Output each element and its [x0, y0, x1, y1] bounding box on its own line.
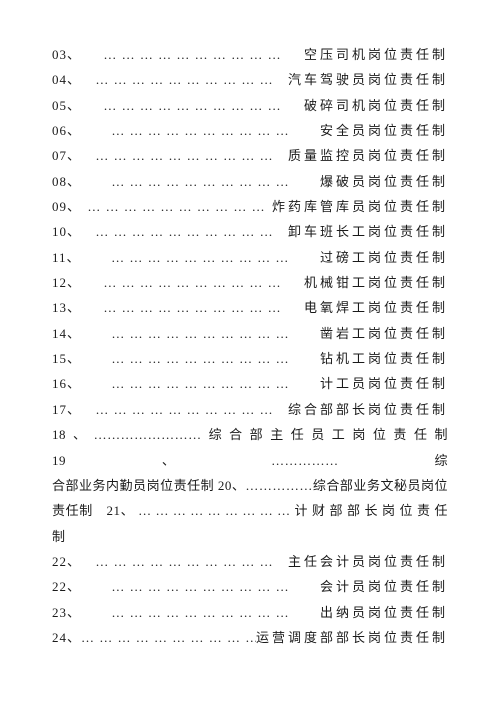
toc-line: 03、… … … … … … … … … …空压司机岗位责任制 — [52, 42, 448, 67]
toc-line: 16、… … … … … … … … … …计工员岗位责任制 — [52, 371, 448, 396]
toc-number: 16、 — [52, 371, 81, 396]
toc-title: 运营调度部部长岗位责任制 — [256, 625, 448, 650]
toc-line: 08、… … … … … … … … … …爆破员岗位责任制 — [52, 169, 448, 194]
toc-title: 过磅工岗位责任制 — [320, 245, 448, 270]
toc-number: 10、 — [52, 219, 81, 244]
toc-number: 15、 — [52, 346, 81, 371]
toc-line: 24、… … … … … … … … … …运营调度部部长岗位责任制 — [52, 625, 448, 650]
toc-leader-dots: … … … … … … … … … … — [81, 549, 288, 574]
toc-flow-line: 合部业务内勤员岗位责任制 20、……………综合部业务文秘员岗位 — [52, 473, 448, 498]
toc-number: 08、 — [52, 169, 81, 194]
toc-title: 爆破员岗位责任制 — [320, 169, 448, 194]
toc-leader-dots: … … … … … … … … … … — [81, 67, 288, 92]
toc-flow-line: 18、……………………综合部主任员工岗位责任制 19、……………综 — [52, 422, 448, 473]
toc-title: 凿岩工岗位责任制 — [320, 321, 448, 346]
toc-title: 质量监控员岗位责任制 — [288, 143, 448, 168]
toc-title: 炸药库管库员岗位责任制 — [272, 194, 448, 219]
toc-number: 12、 — [52, 270, 81, 295]
toc-line: 22、… … … … … … … … … …会计员岗位责任制 — [52, 574, 448, 599]
toc-line: 10、… … … … … … … … … …卸车班长工岗位责任制 — [52, 219, 448, 244]
toc-line: 09、… … … … … … … … … …炸药库管库员岗位责任制 — [52, 194, 448, 219]
toc-leader-dots: … … … … … … … … … … — [81, 321, 320, 346]
toc-title: 钻机工岗位责任制 — [320, 346, 448, 371]
toc-list-head: 03、… … … … … … … … … …空压司机岗位责任制04、… … … … — [52, 42, 448, 422]
toc-title: 安全员岗位责任制 — [320, 118, 448, 143]
toc-number: 05、 — [52, 93, 81, 118]
toc-leader-dots: … … … … … … … … … … — [81, 42, 304, 67]
toc-number: 14、 — [52, 321, 81, 346]
toc-number: 04、 — [52, 67, 81, 92]
toc-number: 23、 — [52, 600, 81, 625]
toc-number: 22、 — [52, 574, 81, 599]
toc-leader-dots: … … … … … … … … … … — [81, 397, 288, 422]
toc-leader-dots: … … … … … … … … … … — [81, 371, 320, 396]
toc-line: 04、… … … … … … … … … …汽车驾驶员岗位责任制 — [52, 67, 448, 92]
toc-leader-dots: … … … … … … … … … … — [81, 219, 288, 244]
toc-title: 汽车驾驶员岗位责任制 — [288, 67, 448, 92]
toc-number: 22、 — [52, 549, 81, 574]
toc-number: 11、 — [52, 245, 81, 270]
toc-line: 11、… … … … … … … … … …过磅工岗位责任制 — [52, 245, 448, 270]
toc-leader-dots: … … … … … … … … … … — [81, 600, 320, 625]
toc-title: 电氧焊工岗位责任制 — [304, 295, 448, 320]
toc-title: 计工员岗位责任制 — [320, 371, 448, 396]
toc-number: 03、 — [52, 42, 81, 67]
toc-title: 空压司机岗位责任制 — [304, 42, 448, 67]
toc-line: 15、… … … … … … … … … …钻机工岗位责任制 — [52, 346, 448, 371]
toc-flow-block: 18、……………………综合部主任员工岗位责任制 19、……………综 合部业务内勤… — [52, 422, 448, 549]
toc-leader-dots: … … … … … … … … … … — [81, 245, 320, 270]
toc-flow-line: 责任制 21、 … … … … … … … … … 计 财 部 部 长 岗 位 … — [52, 498, 448, 549]
toc-title: 主任会计员岗位责任制 — [288, 549, 448, 574]
toc-line: 13、… … … … … … … … … …电氧焊工岗位责任制 — [52, 295, 448, 320]
toc-line: 14、… … … … … … … … … …凿岩工岗位责任制 — [52, 321, 448, 346]
document-page: 03、… … … … … … … … … …空压司机岗位责任制04、… … … … — [0, 0, 500, 708]
toc-line: 07、… … … … … … … … … …质量监控员岗位责任制 — [52, 143, 448, 168]
toc-number: 17、 — [52, 397, 81, 422]
toc-number: 07、 — [52, 143, 81, 168]
toc-number: 09、 — [52, 194, 81, 219]
toc-leader-dots: … … … … … … … … … … — [81, 118, 320, 143]
toc-leader-dots: … … … … … … … … … … — [81, 93, 304, 118]
toc-title: 出纳员岗位责任制 — [320, 600, 448, 625]
toc-number: 06、 — [52, 118, 81, 143]
toc-leader-dots: … … … … … … … … … … — [81, 143, 288, 168]
toc-list-tail: 22、… … … … … … … … … …主任会计员岗位责任制22、… … …… — [52, 549, 448, 650]
toc-number: 24、 — [52, 625, 81, 650]
toc-number: 13、 — [52, 295, 81, 320]
toc-title: 机械钳工岗位责任制 — [304, 270, 448, 295]
toc-leader-dots: … … … … … … … … … … — [81, 169, 320, 194]
toc-line: 17、… … … … … … … … … …综合部部长岗位责任制 — [52, 397, 448, 422]
toc-leader-dots: … … … … … … … … … … — [81, 194, 272, 219]
toc-line: 23、… … … … … … … … … …出纳员岗位责任制 — [52, 600, 448, 625]
toc-title: 会计员岗位责任制 — [320, 574, 448, 599]
toc-line: 05、… … … … … … … … … …破碎司机岗位责任制 — [52, 93, 448, 118]
toc-leader-dots: … … … … … … … … … … — [81, 346, 320, 371]
toc-line: 12、… … … … … … … … … …机械钳工岗位责任制 — [52, 270, 448, 295]
toc-leader-dots: … … … … … … … … … … — [81, 625, 256, 650]
toc-leader-dots: … … … … … … … … … … — [81, 295, 304, 320]
toc-leader-dots: … … … … … … … … … … — [81, 270, 304, 295]
toc-title: 卸车班长工岗位责任制 — [288, 219, 448, 244]
toc-title: 破碎司机岗位责任制 — [304, 93, 448, 118]
toc-title: 综合部部长岗位责任制 — [288, 397, 448, 422]
toc-leader-dots: … … … … … … … … … … — [81, 574, 320, 599]
toc-line: 22、… … … … … … … … … …主任会计员岗位责任制 — [52, 549, 448, 574]
toc-line: 06、… … … … … … … … … …安全员岗位责任制 — [52, 118, 448, 143]
